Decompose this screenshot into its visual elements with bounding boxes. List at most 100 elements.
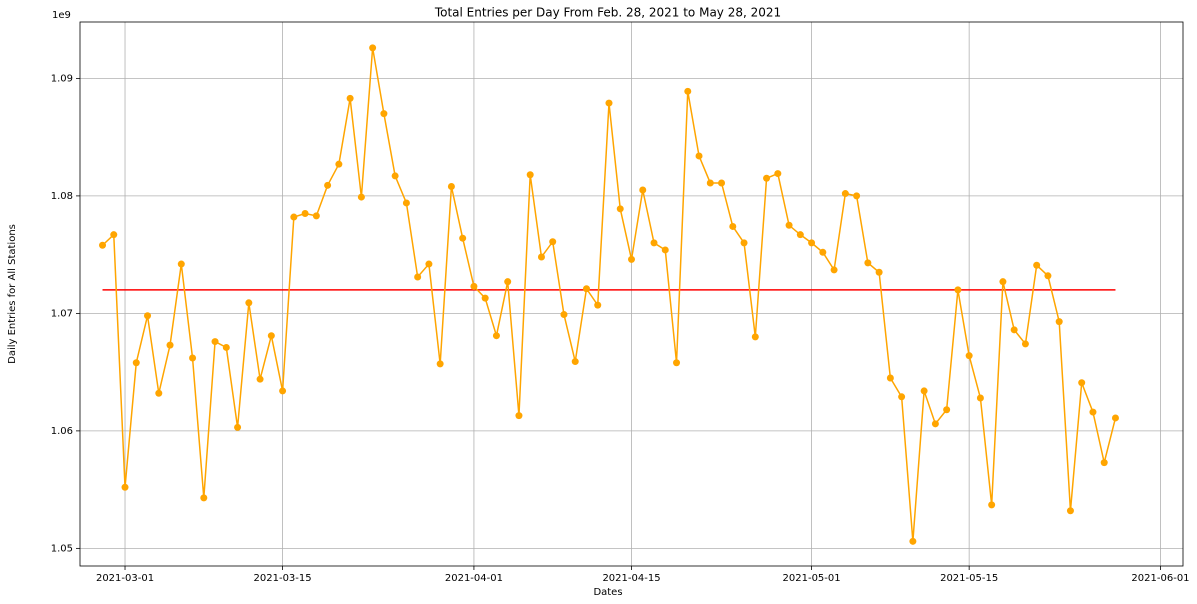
- data-point: [256, 375, 264, 383]
- x-tick-label: 2021-05-15: [940, 573, 998, 584]
- data-point: [470, 282, 478, 290]
- data-point: [110, 231, 118, 239]
- x-tick-label: 2021-05-01: [783, 573, 841, 584]
- data-point: [459, 234, 467, 242]
- data-point: [155, 389, 163, 397]
- data-point: [290, 213, 298, 221]
- data-point: [830, 266, 838, 274]
- data-point: [965, 352, 973, 360]
- data-point: [988, 501, 996, 509]
- data-point: [492, 332, 500, 340]
- data-point: [166, 341, 174, 349]
- data-point: [864, 259, 872, 267]
- x-tick-label: 2021-06-01: [1131, 573, 1189, 584]
- data-point: [819, 248, 827, 256]
- data-point: [706, 179, 714, 187]
- chart-title: Total Entries per Day From Feb. 28, 2021…: [434, 6, 781, 20]
- data-point: [391, 172, 399, 180]
- data-point: [976, 394, 984, 402]
- data-point: [1021, 340, 1029, 348]
- data-point: [425, 260, 433, 268]
- data-point: [729, 222, 737, 230]
- data-point: [628, 255, 635, 263]
- data-point: [695, 152, 703, 160]
- data-point: [189, 354, 197, 362]
- data-point: [1111, 414, 1119, 422]
- data-point: [751, 333, 759, 341]
- data-point: [639, 186, 647, 194]
- y-tick-label: 1.06: [51, 426, 73, 437]
- data-point: [650, 239, 658, 247]
- data-point: [673, 359, 681, 367]
- data-point: [312, 212, 320, 220]
- y-tick-label: 1.09: [51, 73, 73, 84]
- data-point: [1066, 507, 1074, 515]
- data-point: [740, 239, 748, 247]
- data-point: [279, 387, 287, 395]
- data-point: [402, 199, 410, 207]
- data-point: [763, 174, 771, 182]
- x-axis-label: Dates: [593, 587, 622, 598]
- data-point: [661, 246, 669, 254]
- data-point: [1078, 379, 1086, 387]
- data-point: [177, 260, 185, 268]
- data-point: [301, 210, 309, 218]
- data-point: [481, 294, 489, 302]
- plot-frame: [79, 21, 1184, 567]
- data-point: [954, 286, 962, 294]
- y-tick-label: 1.08: [51, 191, 73, 202]
- data-point: [931, 420, 939, 428]
- x-tick-label: 2021-04-15: [602, 573, 660, 584]
- data-point: [886, 374, 894, 382]
- data-point: [1055, 318, 1063, 326]
- data-point: [898, 393, 906, 401]
- data-point: [144, 312, 152, 320]
- data-point: [245, 299, 253, 307]
- data-point: [785, 221, 793, 229]
- data-point: [1033, 261, 1041, 269]
- data-point: [211, 338, 219, 346]
- data-point: [200, 494, 208, 502]
- data-point: [1010, 326, 1018, 334]
- data-point: [1089, 408, 1097, 416]
- data-point: [571, 358, 579, 366]
- data-point: [796, 231, 804, 239]
- data-point: [582, 285, 590, 293]
- data-point: [324, 181, 332, 189]
- x-tick-label: 2021-04-01: [445, 573, 503, 584]
- data-point: [99, 241, 107, 249]
- data-point: [346, 94, 354, 102]
- data-point: [605, 99, 613, 107]
- data-point: [875, 268, 883, 276]
- data-point: [853, 192, 861, 200]
- y-axis-label: Daily Entries for All Stations: [7, 224, 18, 364]
- data-point: [560, 311, 568, 319]
- data-line: [101, 47, 1117, 542]
- data-point: [1044, 272, 1052, 280]
- data-point: [594, 301, 602, 309]
- data-point: [369, 44, 377, 52]
- data-point: [774, 170, 782, 178]
- data-point: [335, 160, 343, 168]
- data-point: [515, 412, 523, 420]
- data-point: [234, 423, 242, 431]
- data-point: [808, 239, 816, 247]
- x-tick-label: 2021-03-01: [96, 573, 154, 584]
- data-point: [718, 179, 726, 187]
- data-point: [537, 253, 545, 261]
- data-point: [414, 273, 422, 281]
- data-point: [920, 387, 928, 395]
- y-tick-label: 1.05: [51, 543, 73, 554]
- data-point: [121, 483, 129, 491]
- y-offset-label: 1e9: [52, 10, 71, 21]
- data-point: [549, 238, 557, 246]
- data-point: [380, 110, 388, 118]
- data-point: [1100, 459, 1108, 467]
- data-point: [943, 406, 951, 414]
- data-point: [447, 182, 455, 190]
- data-point: [909, 537, 917, 545]
- data-point: [436, 360, 444, 368]
- data-point: [132, 359, 140, 367]
- x-tick-label: 2021-03-15: [254, 573, 312, 584]
